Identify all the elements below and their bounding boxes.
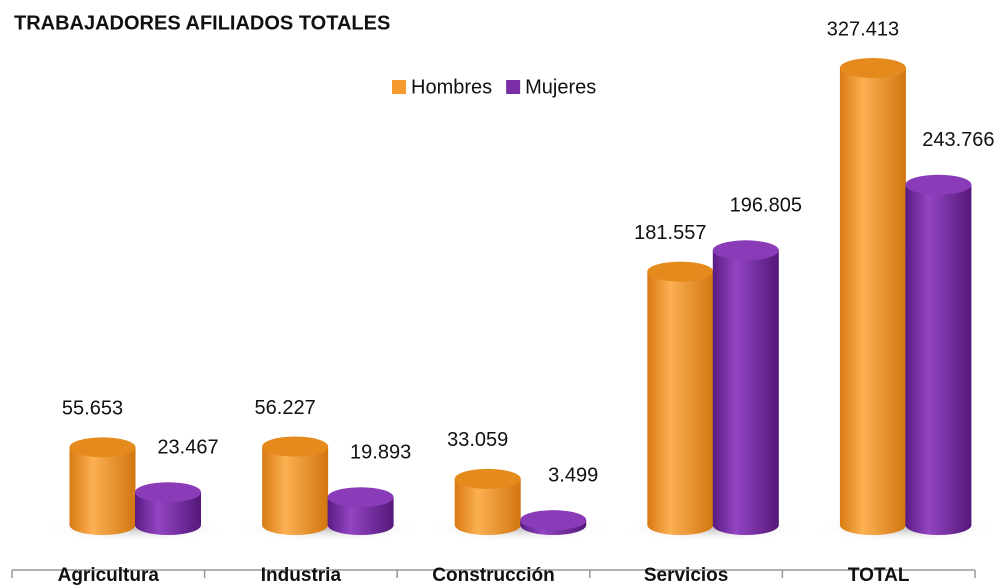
cylinder-body [327,497,394,535]
cylinder-body [454,478,521,535]
cylinder [69,437,136,535]
cylinder [905,174,972,535]
cylinder [647,261,714,535]
value-label: 243.766 [922,129,994,151]
x-tick-label: Agricultura [58,565,160,586]
cylinder-top [647,261,714,282]
value-label: 181.557 [634,222,706,244]
cylinder-top [262,436,329,457]
value-label: 33.059 [447,429,508,451]
cylinder-top [135,482,202,503]
x-tick-label: Servicios [644,565,729,586]
cylinder [839,58,906,535]
cylinder-body [262,446,329,535]
cylinder-top [520,510,587,531]
cylinder-top [69,437,136,458]
cylinder-body [69,447,136,535]
cylinder-body [839,68,906,535]
value-label: 56.227 [255,397,316,419]
value-label: 19.893 [350,442,411,464]
cylinder [712,240,779,535]
legend: Hombres Mujeres [392,76,596,98]
cylinder-top [454,468,521,489]
cylinder [135,482,202,535]
legend-label: Mujeres [525,76,596,98]
cylinder [327,487,394,535]
x-tick-label: Industria [261,565,342,586]
cylinder-body [712,250,779,535]
cylinder-body [647,271,714,535]
cylinder-body [135,492,202,535]
cylinder-top [327,487,394,508]
value-label: 55.653 [62,398,123,420]
value-label: 23.467 [157,437,218,459]
cylinder [454,468,521,535]
x-tick-label: Construcción [432,565,554,586]
cylinder-top [839,58,906,78]
legend-label: Hombres [411,76,492,98]
chart-title: TRABAJADORES AFILIADOS TOTALES [14,12,390,34]
value-label: 196.805 [730,195,802,217]
cylinder-body [905,184,972,535]
legend-swatch [506,80,521,94]
legend-swatch [392,80,406,94]
x-tick-label: TOTAL [848,565,910,586]
cylinder-top [905,174,972,195]
cylinder [262,436,329,535]
value-label: 3.499 [548,464,598,486]
value-label: 327.413 [827,18,899,40]
cylinder-top [712,240,779,261]
cylinder [520,510,587,535]
